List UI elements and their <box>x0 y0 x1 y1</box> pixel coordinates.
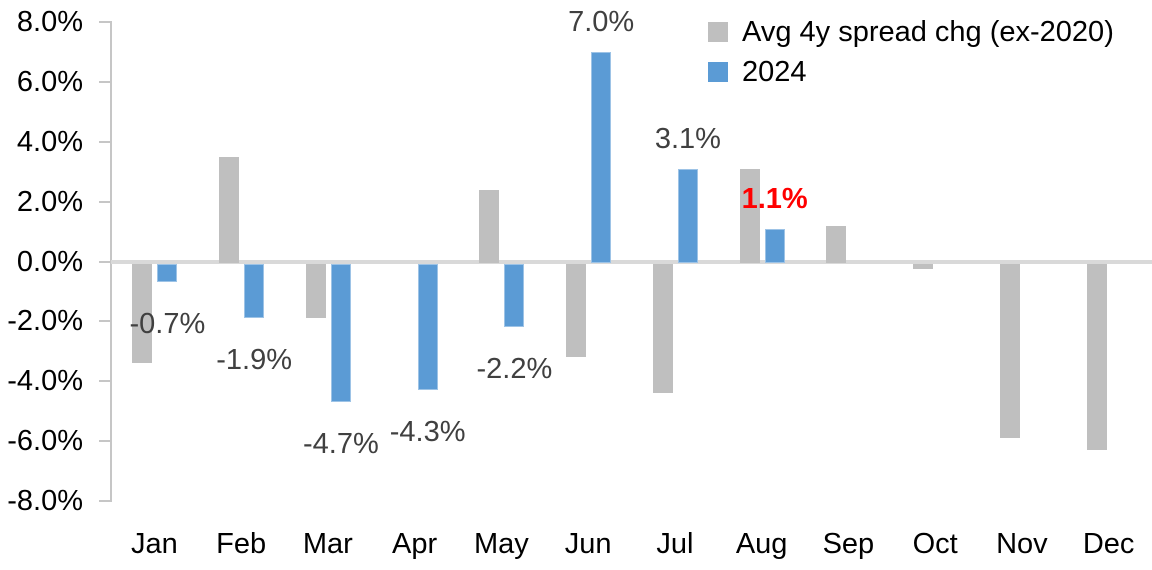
avg-bar-may <box>479 189 500 264</box>
y-axis-label: 4.0% <box>16 125 83 158</box>
x-axis-label-sep: Sep <box>822 528 875 560</box>
legend-swatch-avg-icon <box>708 22 728 42</box>
avg-bar-jul <box>652 263 673 394</box>
bar-2024-jul <box>677 168 698 264</box>
bar-2024-mar <box>330 263 351 403</box>
y-axis-label: 2.0% <box>16 185 83 218</box>
bar-2024-feb <box>244 263 265 319</box>
bar-2024-jan <box>157 263 178 283</box>
y-axis-label: -6.0% <box>7 424 83 457</box>
y-tick <box>99 380 111 383</box>
zero-gridline <box>111 260 1152 264</box>
x-axis-label-apr: Apr <box>392 528 438 560</box>
y-tick <box>99 499 111 502</box>
x-axis-label-dec: Dec <box>1082 528 1135 560</box>
y-tick <box>99 439 111 442</box>
x-axis-label-aug: Aug <box>735 528 788 560</box>
y-tick <box>99 320 111 323</box>
data-label-jun: 7.0% <box>568 6 635 39</box>
data-label-aug: 1.1% <box>741 182 808 215</box>
data-label-jul: 3.1% <box>654 122 721 155</box>
bar-2024-jun <box>591 52 612 264</box>
y-tick <box>99 21 111 24</box>
x-axis-label-jul: Jul <box>656 528 694 560</box>
y-tick <box>99 81 111 84</box>
data-label-mar: -4.7% <box>302 428 379 461</box>
avg-bar-sep <box>826 225 847 264</box>
y-axis-label: 8.0% <box>16 6 83 39</box>
y-tick <box>99 260 111 263</box>
y-tick <box>99 200 111 203</box>
avg-bar-mar <box>305 263 326 319</box>
data-label-jan: -0.7% <box>129 308 206 341</box>
legend-item-avg: Avg 4y spread chg (ex-2020) <box>708 12 1114 52</box>
legend-label-avg: Avg 4y spread chg (ex-2020) <box>742 16 1114 48</box>
avg-bar-jan <box>132 263 153 364</box>
data-label-apr: -4.3% <box>389 416 466 449</box>
avg-bar-feb <box>219 156 240 264</box>
data-label-feb: -1.9% <box>216 344 293 377</box>
x-axis-label-jan: Jan <box>130 528 178 560</box>
data-label-may: -2.2% <box>476 353 553 386</box>
bar-2024-may <box>504 263 525 328</box>
avg-bar-jun <box>566 263 587 358</box>
y-axis-label: -2.0% <box>7 305 83 338</box>
bar-2024-apr <box>417 263 438 391</box>
avg-bar-nov <box>999 263 1020 438</box>
x-axis-label-feb: Feb <box>216 528 267 560</box>
avg-bar-oct <box>913 263 934 269</box>
legend-swatch-2024-icon <box>708 62 728 82</box>
avg-bar-aug <box>739 168 760 264</box>
avg-bar-dec <box>1086 263 1107 450</box>
legend-label-2024: 2024 <box>742 56 807 88</box>
y-axis-label: -8.0% <box>7 484 83 517</box>
bar-2024-aug <box>764 228 785 264</box>
x-axis-label-oct: Oct <box>912 528 958 560</box>
y-tick <box>99 140 111 143</box>
legend-item-2024: 2024 <box>708 52 1114 92</box>
legend: Avg 4y spread chg (ex-2020) 2024 <box>708 12 1114 92</box>
x-axis-label-mar: Mar <box>302 528 353 560</box>
x-axis-label-nov: Nov <box>996 528 1048 560</box>
y-axis-label: -4.0% <box>7 365 83 398</box>
y-axis-label: 6.0% <box>16 66 83 99</box>
y-axis-label: 0.0% <box>16 245 83 278</box>
x-axis-label-may: May <box>473 528 529 560</box>
x-axis-label-jun: Jun <box>564 528 612 560</box>
